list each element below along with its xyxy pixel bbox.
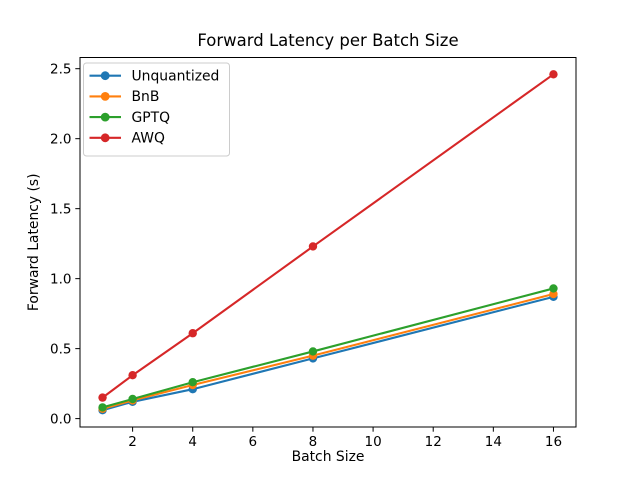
legend-marker (100, 92, 110, 101)
y-tick-label: 0.5 (50, 341, 71, 357)
legend-entry-bnb: BnB (89, 89, 160, 105)
legend-label: Unquantized (132, 69, 220, 85)
y-tick-label: 2.5 (50, 61, 71, 77)
legend: Unquantized BnB GPTQ AWQ (83, 62, 230, 157)
legend-entry-gptq: GPTQ (89, 110, 171, 126)
y-axis-label: Forward Latency (s) (26, 173, 42, 311)
legend-entry-awq: AWQ (89, 131, 165, 147)
legend-entry-unquantized: Unquantized (89, 69, 220, 85)
x-tick-label: 2 (128, 434, 137, 450)
y-tick-label: 2.0 (50, 131, 71, 147)
legend-box (83, 62, 230, 157)
x-axis: 2 4 6 8 10 12 14 16 (128, 427, 562, 450)
legend-label: BnB (132, 89, 160, 105)
data-point (128, 371, 137, 380)
x-tick-label: 12 (425, 434, 442, 450)
data-point (308, 242, 318, 251)
y-tick-label: 1.0 (50, 271, 71, 287)
x-tick-label: 10 (364, 434, 381, 450)
x-tick-label: 16 (545, 434, 562, 450)
chart-title: Forward Latency per Batch Size (197, 31, 458, 50)
x-tick-label: 8 (309, 434, 318, 450)
data-point (549, 70, 558, 79)
x-tick-label: 4 (188, 434, 197, 450)
data-point (188, 329, 197, 338)
series-awq (98, 70, 558, 402)
y-tick-label: 1.5 (50, 201, 71, 217)
legend-label: AWQ (132, 131, 165, 147)
data-point (98, 403, 107, 412)
legend-marker (100, 133, 110, 143)
x-tick-label: 14 (485, 434, 502, 450)
legend-marker (100, 112, 110, 122)
x-axis-label: Batch Size (292, 449, 365, 465)
y-tick-label: 0.0 (50, 411, 71, 427)
data-point (188, 378, 197, 387)
data-point (98, 393, 107, 402)
x-tick-label: 6 (249, 434, 258, 450)
plot-frame (79, 57, 577, 428)
legend-marker (100, 71, 110, 81)
data-point (128, 394, 137, 404)
data-point (549, 284, 558, 293)
legend-label: GPTQ (132, 110, 171, 126)
series-gptq (98, 284, 558, 412)
data-point (308, 347, 318, 356)
y-axis: 0.0 0.5 1.0 1.5 2.0 2.5 (50, 61, 80, 427)
